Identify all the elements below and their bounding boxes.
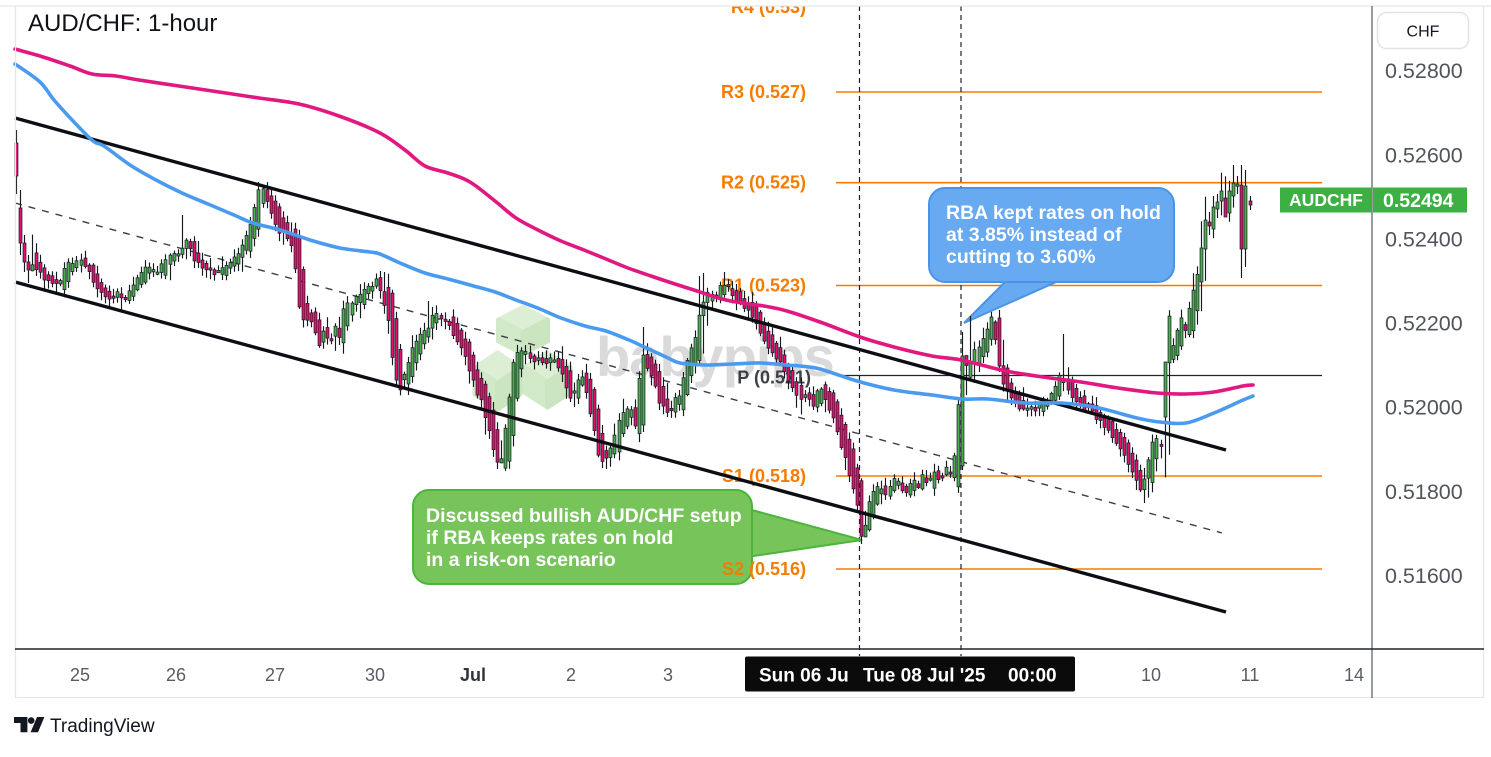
svg-text:30: 30	[365, 665, 385, 685]
svg-text:Jul: Jul	[460, 665, 486, 685]
svg-text:Discussed bullish AUD/CHF setu: Discussed bullish AUD/CHF setup	[426, 505, 742, 527]
svg-text:27: 27	[265, 665, 285, 685]
svg-text:00:00: 00:00	[1008, 666, 1057, 687]
svg-text:R2 (0.525): R2 (0.525)	[721, 173, 806, 193]
svg-text:3: 3	[663, 665, 673, 685]
svg-text:0.52200: 0.52200	[1385, 312, 1463, 336]
svg-text:TradingView: TradingView	[50, 716, 155, 737]
svg-text:AUDCHF: AUDCHF	[1289, 190, 1363, 210]
svg-text:0.52600: 0.52600	[1385, 143, 1463, 167]
svg-text:CHF: CHF	[1407, 24, 1440, 41]
svg-text:babypips: babypips	[596, 325, 834, 388]
svg-text:Tue 08 Jul '25: Tue 08 Jul '25	[863, 666, 986, 687]
svg-text:S2 (0.516): S2 (0.516)	[722, 559, 806, 579]
svg-text:14: 14	[1344, 665, 1364, 685]
svg-text:0.52800: 0.52800	[1385, 59, 1463, 83]
svg-text:0.51600: 0.51600	[1385, 564, 1463, 588]
svg-text:R1 (0.523): R1 (0.523)	[721, 276, 806, 296]
svg-text:R3 (0.527): R3 (0.527)	[721, 82, 806, 102]
svg-text:0.52494: 0.52494	[1383, 190, 1454, 212]
svg-text:P (0.521): P (0.521)	[737, 368, 811, 388]
svg-text:0.51800: 0.51800	[1385, 480, 1463, 504]
svg-text:0.52400: 0.52400	[1385, 227, 1463, 251]
svg-text:10: 10	[1141, 665, 1161, 685]
svg-text:S1 (0.518): S1 (0.518)	[722, 466, 806, 486]
svg-text:0.52000: 0.52000	[1385, 396, 1463, 420]
svg-text:26: 26	[166, 665, 186, 685]
svg-text:if RBA keeps rates on hold: if RBA keeps rates on hold	[426, 527, 673, 549]
svg-text:25: 25	[70, 665, 90, 685]
svg-text:2: 2	[566, 665, 576, 685]
svg-text:cutting to 3.60%: cutting to 3.60%	[946, 246, 1096, 268]
svg-text:AUD/CHF: 1-hour: AUD/CHF: 1-hour	[28, 10, 217, 37]
svg-text:11: 11	[1241, 665, 1260, 685]
svg-text:Sun 06 Ju: Sun 06 Ju	[759, 666, 849, 687]
svg-text:in a risk-on scenario: in a risk-on scenario	[426, 549, 616, 571]
svg-text:RBA kept rates on hold: RBA kept rates on hold	[946, 202, 1161, 224]
svg-text:at 3.85% instead of: at 3.85% instead of	[946, 224, 1122, 246]
